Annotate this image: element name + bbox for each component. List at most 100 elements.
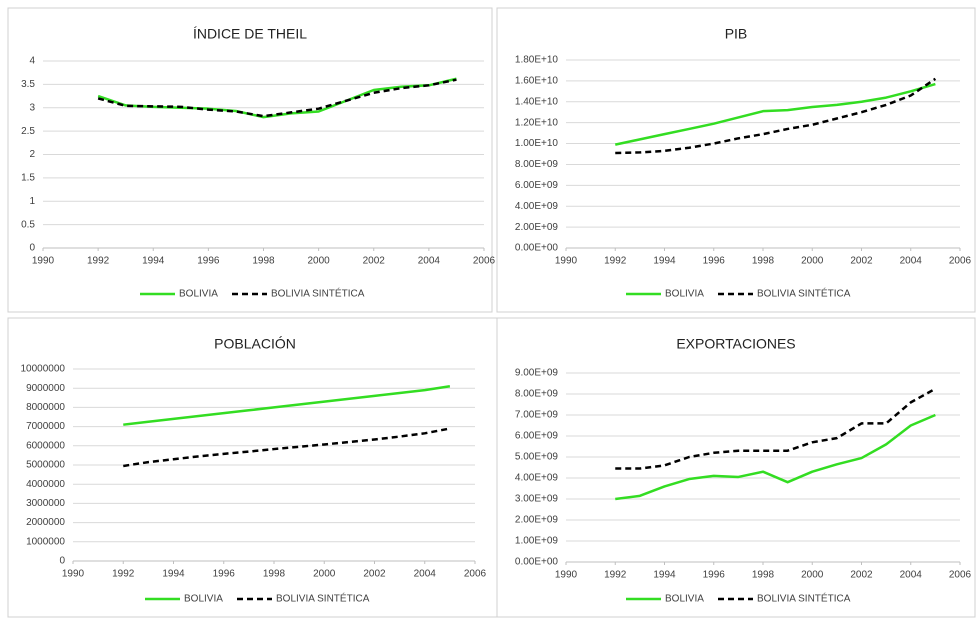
chart-title: POBLACIÓN (214, 336, 296, 352)
x-tick-label: 1998 (252, 256, 275, 267)
y-tick-label: 0.00E+00 (515, 243, 559, 254)
x-tick-label: 2004 (900, 256, 923, 267)
series-line (97, 78, 457, 118)
y-tick-label: 5000000 (26, 460, 65, 471)
y-tick-label: 4.00E+09 (515, 473, 559, 484)
panel-frame (7, 7, 493, 313)
legend-label: BOLIVIA (665, 594, 704, 605)
x-tick-label: 2004 (414, 569, 437, 580)
chart-title: ÍNDICE DE THEIL (193, 26, 307, 42)
x-tick-label: 2000 (308, 256, 331, 267)
y-tick-label: 1.40E+10 (515, 96, 559, 107)
y-tick-label: 1.20E+10 (515, 117, 559, 128)
y-tick-label: 4.00E+09 (515, 201, 559, 212)
y-tick-label: 6.00E+09 (515, 180, 559, 191)
panel-frame (496, 317, 976, 618)
y-tick-label: 1000000 (26, 536, 65, 547)
series-line (615, 77, 937, 155)
y-tick-label: 3.5 (21, 79, 35, 90)
series-line (123, 385, 451, 426)
y-tick-label: 1.00E+09 (515, 536, 559, 547)
x-tick-label: 2004 (900, 570, 923, 581)
legend-label: BOLIVIA (665, 289, 704, 300)
y-tick-label: 3000000 (26, 498, 65, 509)
series-line (123, 427, 451, 468)
x-tick-label: 2004 (418, 256, 441, 267)
y-tick-label: 9000000 (26, 383, 65, 394)
x-tick-label: 2002 (363, 569, 386, 580)
y-tick-label: 1.5 (21, 173, 35, 184)
x-tick-label: 1994 (653, 256, 676, 267)
legend-label: BOLIVIA SINTÉTICA (271, 287, 365, 300)
x-tick-label: 2002 (850, 570, 873, 581)
y-tick-label: 1 (29, 196, 35, 207)
x-tick-label: 2000 (801, 570, 824, 581)
x-tick-label: 1998 (263, 569, 286, 580)
y-tick-label: 10000000 (21, 364, 66, 375)
x-tick-label: 2006 (949, 570, 972, 581)
chart-title: PIB (725, 26, 748, 42)
legend-label: BOLIVIA SINTÉTICA (757, 287, 851, 300)
x-tick-label: 2006 (473, 256, 496, 267)
legend-label: BOLIVIA SINTÉTICA (276, 592, 370, 605)
x-tick-label: 1996 (197, 256, 220, 267)
x-tick-label: 1990 (62, 569, 85, 580)
x-tick-label: 1990 (555, 256, 578, 267)
x-tick-label: 1998 (752, 256, 775, 267)
x-tick-label: 1996 (213, 569, 236, 580)
y-tick-label: 4 (29, 56, 35, 67)
y-tick-label: 2 (29, 149, 35, 160)
y-tick-label: 9.00E+09 (515, 368, 559, 379)
series-line (615, 387, 936, 470)
y-tick-label: 0 (59, 556, 65, 567)
legend-label: BOLIVIA SINTÉTICA (757, 592, 851, 605)
legend-label: BOLIVIA (179, 289, 218, 300)
x-tick-label: 1994 (142, 256, 165, 267)
x-tick-label: 2006 (464, 569, 487, 580)
y-tick-label: 1.60E+10 (515, 76, 559, 87)
series-line (615, 413, 936, 501)
y-tick-label: 2.00E+09 (515, 515, 559, 526)
x-tick-label: 1998 (752, 570, 775, 581)
y-tick-label: 0.5 (21, 219, 35, 230)
y-tick-label: 0.00E+00 (515, 557, 559, 568)
panel-frame (496, 7, 976, 313)
y-tick-label: 0 (29, 243, 35, 254)
x-tick-label: 1992 (87, 256, 110, 267)
x-tick-label: 1992 (112, 569, 135, 580)
y-tick-label: 7000000 (26, 421, 65, 432)
y-tick-label: 5.00E+09 (515, 452, 559, 463)
y-tick-label: 3.00E+09 (515, 494, 559, 505)
x-tick-label: 2000 (801, 256, 824, 267)
y-tick-label: 2.5 (21, 126, 35, 137)
x-tick-label: 1992 (604, 570, 627, 581)
y-tick-label: 3 (29, 102, 35, 113)
y-tick-label: 1.00E+10 (515, 138, 559, 149)
y-tick-label: 7.00E+09 (515, 410, 559, 421)
x-tick-label: 2006 (949, 256, 972, 267)
y-tick-label: 8.00E+09 (515, 389, 559, 400)
y-tick-label: 8.00E+09 (515, 159, 559, 170)
y-tick-label: 6000000 (26, 440, 65, 451)
legend-label: BOLIVIA (184, 594, 223, 605)
y-tick-label: 2.00E+09 (515, 222, 559, 233)
x-tick-label: 1990 (555, 570, 578, 581)
x-tick-label: 1990 (32, 256, 55, 267)
x-tick-label: 2002 (850, 256, 873, 267)
y-tick-label: 8000000 (26, 402, 65, 413)
y-tick-label: 2000000 (26, 517, 65, 528)
y-tick-label: 1.80E+10 (515, 55, 559, 66)
x-tick-label: 1996 (703, 570, 726, 581)
y-tick-label: 4000000 (26, 479, 65, 490)
x-tick-label: 1992 (604, 256, 627, 267)
x-tick-label: 1994 (653, 570, 676, 581)
x-tick-label: 1996 (703, 256, 726, 267)
chart-title: EXPORTACIONES (676, 336, 795, 352)
y-tick-label: 6.00E+09 (515, 431, 559, 442)
x-tick-label: 1994 (162, 569, 185, 580)
panel-frame (7, 317, 503, 618)
x-tick-label: 2000 (313, 569, 336, 580)
x-tick-label: 2002 (363, 256, 386, 267)
